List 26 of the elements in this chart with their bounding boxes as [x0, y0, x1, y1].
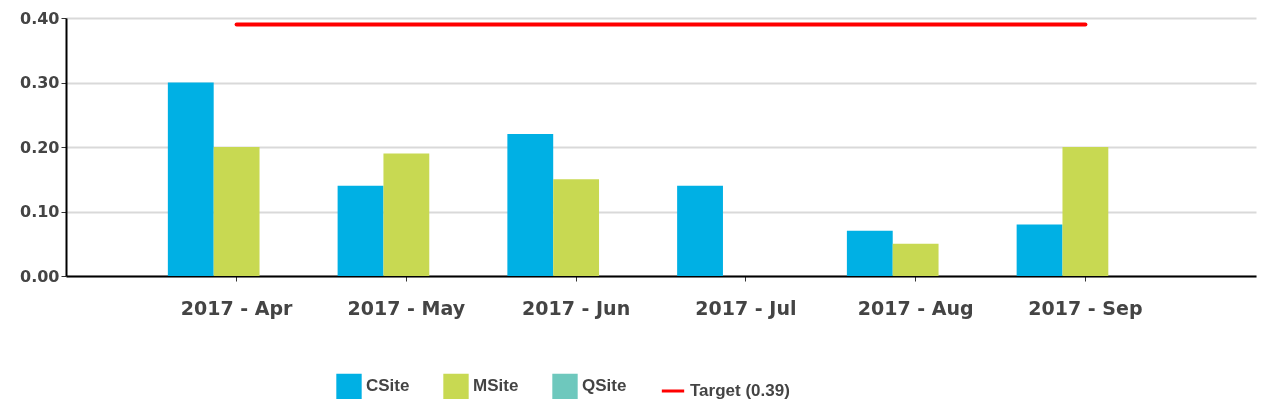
legend-label: CSite — [366, 376, 410, 396]
bar — [1062, 147, 1109, 276]
x-tick-label: 2017 - Apr — [180, 296, 294, 319]
y-tick-label: 0.40 — [20, 8, 60, 28]
bar — [167, 82, 214, 276]
bar — [846, 230, 893, 276]
x-tick-label: 2017 - Aug — [857, 296, 974, 319]
y-tick-label: 0.30 — [20, 73, 60, 92]
bar — [1016, 224, 1063, 276]
legend-label: QSite — [582, 376, 627, 396]
bar — [892, 243, 939, 276]
bar — [507, 134, 554, 276]
bar — [677, 185, 723, 276]
legend-label: MSite — [473, 376, 519, 396]
x-tick-label: 2017 - May — [347, 296, 466, 319]
y-tick-label: 0.00 — [20, 266, 60, 286]
bar — [337, 185, 384, 276]
y-tick-label: 0.20 — [20, 137, 60, 157]
legend-label: Target (0.39) — [690, 381, 790, 400]
y-tick-label: 0.10 — [20, 202, 60, 221]
bar — [553, 179, 600, 276]
x-tick-label: 2017 - Jul — [695, 296, 797, 319]
x-tick-label: 2017 - Jun — [522, 296, 631, 319]
bar — [213, 147, 260, 276]
x-tick-label: 2017 - Sep — [1028, 296, 1143, 319]
bar — [383, 153, 430, 276]
